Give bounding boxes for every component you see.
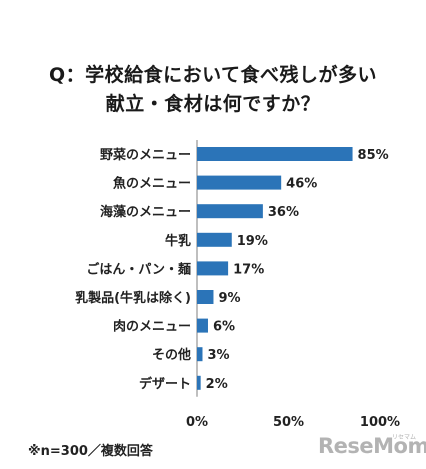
x-tick-label: 0%: [186, 415, 208, 430]
value-label: 46%: [286, 177, 317, 192]
value-label: 17%: [233, 262, 264, 277]
category-label: デザート: [139, 376, 191, 392]
category-label: 肉のメニュー: [113, 319, 191, 335]
bar: [197, 261, 229, 276]
bar: [197, 175, 282, 190]
value-label: 2%: [206, 377, 228, 392]
bar: [197, 204, 263, 219]
value-label: 6%: [213, 320, 235, 335]
value-label: 36%: [268, 205, 299, 220]
category-label: 牛乳: [165, 233, 191, 249]
bar: [197, 232, 232, 247]
chart-title-line-2: 献立・食材は何ですか？: [105, 93, 321, 115]
bar: [197, 375, 201, 390]
x-tick-label: 100%: [360, 415, 400, 430]
footnote: ※n=300／複数回答: [28, 444, 153, 459]
bar: [197, 347, 203, 362]
value-label: 85%: [358, 148, 389, 163]
resemom-logo: ReseMom: [318, 434, 426, 458]
value-label: 9%: [218, 291, 240, 306]
category-label: 野菜のメニュー: [100, 147, 191, 163]
value-label: 3%: [207, 348, 229, 363]
category-label: 魚のメニュー: [113, 176, 191, 192]
x-tick-label: 50%: [273, 415, 304, 430]
category-label: その他: [152, 347, 191, 363]
value-label: 19%: [237, 234, 268, 249]
resemom-logo-sub: リセマム: [392, 434, 417, 441]
category-label: 乳製品(牛乳は除く): [75, 290, 191, 306]
bar: [197, 147, 353, 161]
chart-title-line-1: Q：学校給食において食べ残しが多い: [48, 64, 378, 86]
category-label: ごはん・パン・麺: [86, 261, 191, 277]
bar: [197, 318, 208, 333]
bar: [197, 290, 214, 304]
category-label: 海藻のメニュー: [100, 204, 191, 220]
